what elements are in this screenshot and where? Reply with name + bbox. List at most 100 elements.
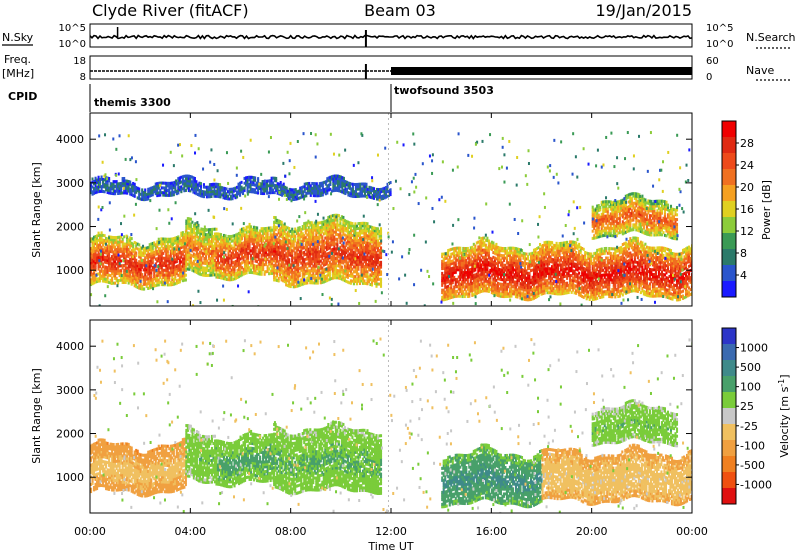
heatmap-cell	[121, 252, 124, 256]
heatmap-cell	[352, 258, 355, 262]
heatmap-cell	[129, 272, 132, 276]
heatmap-cell	[342, 244, 345, 248]
heatmap-cell	[523, 269, 527, 273]
heatmap-cell	[213, 261, 217, 265]
heatmap-cell	[277, 219, 280, 223]
heatmap-cell	[369, 244, 372, 248]
heatmap-cell	[466, 266, 469, 270]
heatmap-cell	[286, 279, 289, 283]
heatmap-cell	[486, 253, 489, 257]
heatmap-cell	[269, 243, 272, 247]
nsky-label: N.Sky	[2, 31, 34, 44]
heatmap-cell	[207, 254, 210, 258]
heatmap-cell	[265, 236, 268, 240]
heatmap-cell	[286, 255, 289, 259]
heatmap-cell	[334, 237, 337, 241]
heatmap-cell	[159, 247, 162, 251]
heatmap-cell	[528, 288, 531, 292]
heatmap-cell	[242, 243, 245, 247]
heatmap-cell	[460, 270, 463, 274]
heatmap-cell	[178, 261, 181, 265]
heatmap-cell	[358, 262, 361, 266]
heatmap-cell	[197, 243, 200, 247]
heatmap-cell	[189, 265, 192, 269]
heatmap-cell	[520, 277, 524, 281]
heatmap-cell	[337, 223, 340, 227]
heatmap-cell	[465, 290, 468, 294]
heatmap-cell	[266, 270, 269, 274]
heatmap-cell	[216, 258, 220, 262]
heatmap-cell	[227, 237, 230, 241]
heatmap-cell	[256, 243, 259, 247]
heatmap-cell	[508, 273, 511, 277]
heatmap-cell	[532, 260, 536, 264]
heatmap-cell	[525, 262, 528, 266]
heatmap-cell	[194, 246, 197, 250]
heatmap-cell	[508, 294, 511, 298]
heatmap-cell	[234, 274, 238, 278]
heatmap-cell	[260, 258, 263, 262]
heatmap-cell	[172, 282, 175, 286]
heatmap-cell	[306, 223, 309, 227]
heatmap-cell	[254, 271, 257, 275]
heatmap-cell	[183, 257, 186, 261]
heatmap-cell	[279, 275, 282, 279]
heatmap-cell	[465, 266, 468, 270]
heatmap-cell	[221, 264, 224, 268]
heatmap-cell	[212, 251, 215, 255]
heatmap-cell	[478, 247, 481, 251]
heatmap-cell	[496, 262, 499, 266]
heatmap-cell	[355, 246, 358, 250]
heatmap-cell	[367, 265, 371, 269]
heatmap-cell	[130, 244, 133, 248]
heatmap-cell	[519, 255, 522, 259]
heatmap-cell	[295, 229, 298, 233]
heatmap-cell	[469, 246, 472, 250]
heatmap-cell	[201, 268, 204, 272]
heatmap-cell	[456, 268, 459, 272]
heatmap-cell	[480, 237, 483, 241]
heatmap-cell	[292, 256, 295, 260]
heatmap-cell	[132, 266, 135, 270]
heatmap-cell	[328, 268, 331, 272]
heatmap-cell	[508, 251, 511, 255]
heatmap-cell	[367, 260, 371, 264]
heatmap-cell	[471, 265, 474, 269]
heatmap-cell	[345, 265, 348, 269]
heatmap-cell	[248, 268, 251, 272]
heatmap-cell	[495, 250, 498, 254]
heatmap-cell	[331, 247, 334, 251]
heatmap-cell	[191, 266, 194, 270]
heatmap-cell	[268, 248, 271, 252]
heatmap-cell	[160, 254, 163, 258]
heatmap-cell	[219, 269, 223, 273]
heatmap-cell	[447, 253, 450, 257]
heatmap-cell	[501, 263, 504, 267]
heatmap-cell	[543, 281, 546, 285]
heatmap-cell	[336, 216, 339, 220]
heatmap-cell	[191, 232, 194, 236]
heatmap-cell	[168, 273, 171, 277]
heatmap-cell	[346, 220, 349, 224]
heatmap-cell	[280, 261, 283, 265]
heatmap-cell	[543, 289, 546, 293]
heatmap-cell	[375, 227, 378, 231]
heatmap-cell	[204, 271, 207, 275]
heatmap-cell	[471, 245, 474, 249]
heatmap-cell	[534, 255, 537, 259]
heatmap-cell	[181, 231, 184, 235]
heatmap-cell	[502, 249, 505, 253]
heatmap-cell	[322, 278, 325, 282]
heatmap-cell	[310, 266, 313, 270]
heatmap-cell	[283, 277, 286, 281]
heatmap-cell	[291, 275, 294, 279]
heatmap-cell	[93, 264, 96, 268]
heatmap-cell	[304, 252, 307, 256]
heatmap-cell	[454, 270, 457, 274]
heatmap-cell	[478, 256, 481, 260]
heatmap-cell	[333, 252, 336, 256]
heatmap-cell	[99, 245, 102, 249]
heatmap-cell	[231, 273, 235, 277]
heatmap-cell	[342, 227, 345, 231]
heatmap-cell	[219, 237, 223, 241]
